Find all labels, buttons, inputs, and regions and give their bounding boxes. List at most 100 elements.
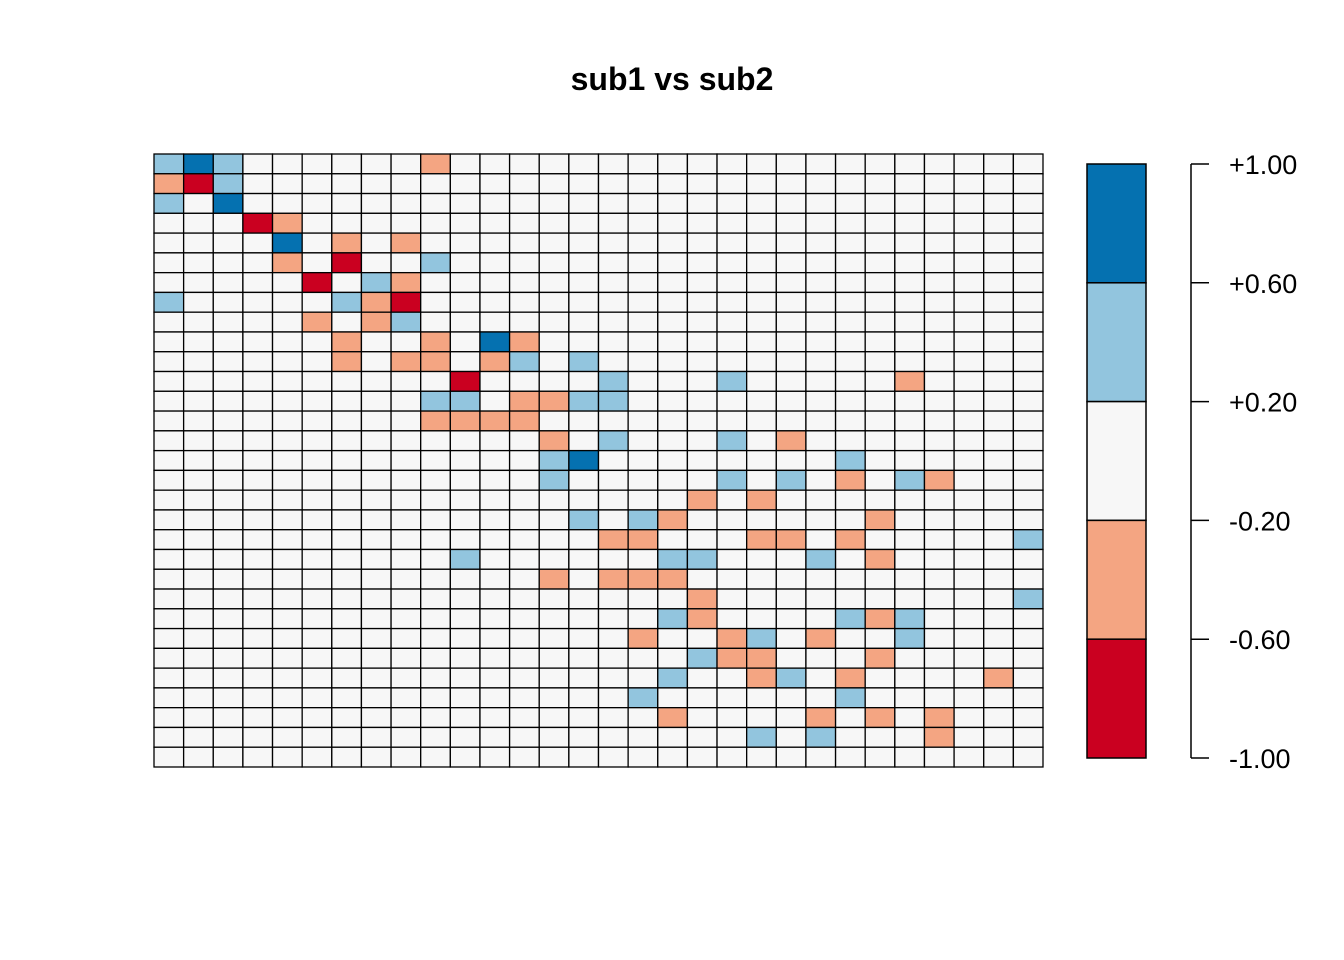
- heatmap-cell: [153, 291, 185, 313]
- heatmap-cell: [597, 390, 629, 412]
- heatmap-cell: [657, 568, 689, 590]
- heatmap-cell: [420, 192, 451, 214]
- heatmap-cell: [508, 291, 540, 313]
- heatmap-cell: [1012, 588, 1044, 610]
- heatmap-cell: [746, 489, 777, 511]
- heatmap-cell: [182, 390, 214, 412]
- heatmap-cell: [983, 667, 1015, 689]
- heatmap-cell: [805, 746, 837, 768]
- heatmap-cell: [1012, 430, 1044, 452]
- heatmap-cell: [597, 667, 629, 689]
- heatmap-cell: [923, 746, 955, 768]
- heatmap-cell: [301, 192, 333, 214]
- heatmap-cell: [538, 370, 570, 392]
- heatmap-cell: [894, 390, 926, 412]
- heatmap-cell: [568, 647, 600, 669]
- heatmap-cell: [331, 707, 363, 729]
- heatmap-cell: [538, 726, 570, 748]
- heatmap-cell: [449, 212, 481, 234]
- heatmap-cell: [983, 173, 1015, 195]
- heatmap-cell: [894, 548, 926, 570]
- heatmap-cell: [864, 548, 896, 570]
- heatmap-cell: [390, 469, 422, 491]
- heatmap-cell: [212, 351, 244, 373]
- heatmap-cell: [538, 608, 570, 630]
- heatmap-cell: [657, 390, 689, 412]
- heatmap-cell: [864, 311, 896, 333]
- heatmap-cell: [953, 608, 985, 630]
- heatmap-cell: [775, 430, 807, 452]
- heatmap-cell: [508, 608, 540, 630]
- heatmap-cell: [242, 489, 274, 511]
- heatmap-cell: [686, 489, 718, 511]
- heatmap-cell: [212, 410, 244, 432]
- heatmap-cell: [242, 192, 274, 214]
- heatmap-cell: [360, 173, 392, 195]
- heatmap-cell: [746, 509, 777, 531]
- heatmap-cell: [953, 271, 985, 294]
- heatmap-cell: [805, 627, 837, 650]
- heatmap-cell: [834, 390, 866, 412]
- heatmap-cell: [775, 351, 807, 373]
- heatmap-cell: [568, 707, 600, 729]
- heatmap-cell: [271, 469, 303, 491]
- heatmap-cell: [657, 271, 689, 294]
- heatmap-cell: [568, 726, 600, 748]
- heatmap-cell: [182, 351, 214, 373]
- heatmap-cell: [153, 588, 185, 610]
- heatmap-cell: [894, 449, 926, 472]
- heatmap-cell: [716, 687, 748, 709]
- heatmap-cell: [775, 726, 807, 748]
- heatmap-cell: [627, 726, 659, 748]
- heatmap-cell: [746, 627, 777, 650]
- heatmap-cell: [449, 726, 481, 748]
- heatmap-cell: [271, 647, 303, 669]
- legend-axis: +1.00 +0.60 +0.20 -0.20 -0.60 -1.00: [1190, 150, 1297, 774]
- heatmap-cell: [568, 331, 600, 353]
- heatmap-cell: [242, 430, 274, 452]
- heatmap-cell: [449, 627, 481, 650]
- heatmap-cell: [923, 370, 955, 392]
- heatmap-cell: [420, 449, 451, 472]
- heatmap-cell: [538, 252, 570, 274]
- heatmap-cell: [864, 647, 896, 669]
- heatmap-cell: [657, 707, 689, 729]
- heatmap-cell: [686, 509, 718, 531]
- heatmap-cell: [1012, 726, 1044, 748]
- heatmap-cell: [746, 291, 777, 313]
- heatmap-cell: [420, 746, 451, 768]
- heatmap-cell: [390, 449, 422, 472]
- heatmap-cell: [627, 430, 659, 452]
- heatmap-cell: [479, 390, 511, 412]
- heatmap-cell: [923, 469, 955, 491]
- heatmap-cell: [449, 311, 481, 333]
- heatmap-cell: [212, 509, 244, 531]
- heatmap-cell: [242, 271, 274, 294]
- heatmap-cell: [420, 726, 451, 748]
- legend-tick-label: -0.20: [1229, 506, 1291, 536]
- heatmap-cell: [508, 311, 540, 333]
- heatmap-cell: [775, 647, 807, 669]
- heatmap-cell: [1012, 291, 1044, 313]
- heatmap-cell: [657, 608, 689, 630]
- legend-tick-label: +0.60: [1229, 269, 1297, 299]
- heatmap-cell: [805, 192, 837, 214]
- heatmap-cell: [271, 687, 303, 709]
- heatmap-cell: [923, 687, 955, 709]
- heatmap-cell: [716, 449, 748, 472]
- heatmap-cell: [686, 548, 718, 570]
- heatmap-cell: [212, 232, 244, 254]
- heatmap-cell: [953, 588, 985, 610]
- heatmap-cell: [301, 271, 333, 294]
- heatmap-cell: [390, 173, 422, 195]
- heatmap-cell: [657, 548, 689, 570]
- heatmap-cell: [953, 647, 985, 669]
- heatmap-cell: [182, 489, 214, 511]
- heatmap-cell: [153, 331, 185, 353]
- heatmap-cell: [746, 351, 777, 373]
- heatmap-cell: [568, 588, 600, 610]
- heatmap-cell: [360, 489, 392, 511]
- heatmap-cell: [271, 271, 303, 294]
- heatmap-cell: [894, 469, 926, 491]
- heatmap-cell: [894, 647, 926, 669]
